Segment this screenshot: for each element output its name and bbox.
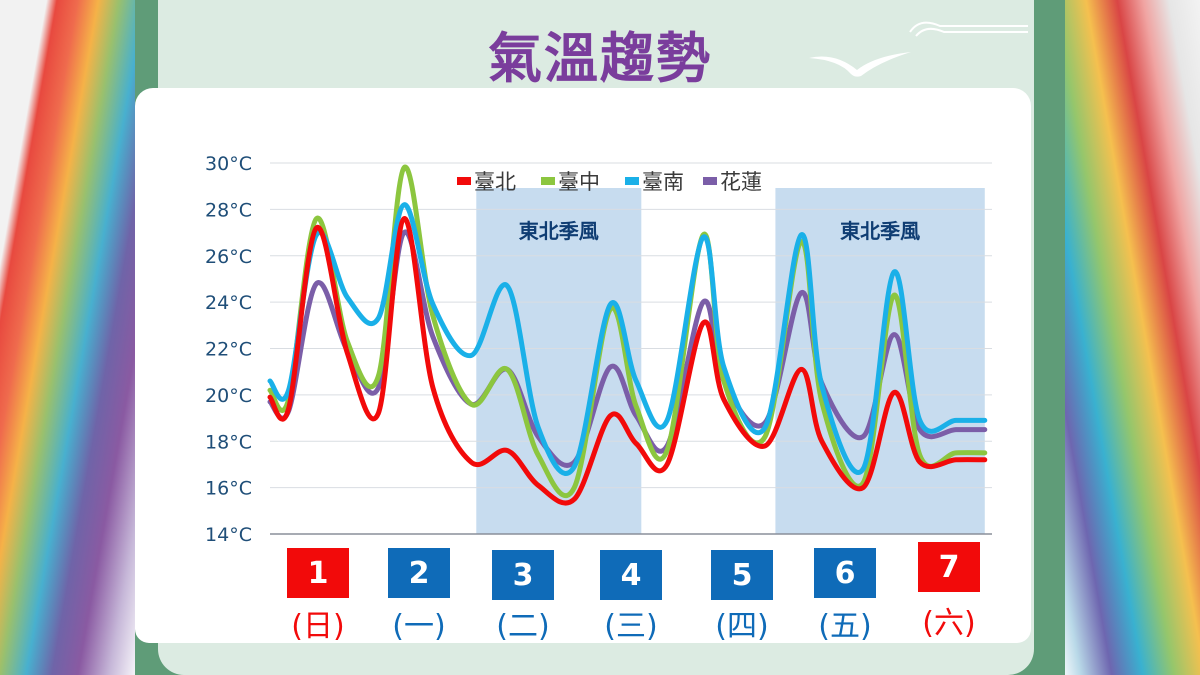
monsoon-band-1 (476, 188, 642, 534)
y-tick-label: 18°C (205, 431, 252, 453)
weekday-label-4: (三) (604, 609, 658, 644)
legend-swatch-臺中 (541, 177, 555, 185)
day-number-1: 1 (287, 548, 349, 598)
series-line-臺中 (267, 164, 988, 498)
weekday-label-7: (六) (922, 606, 976, 641)
weekday-label-2: (一) (392, 609, 446, 644)
legend-label-臺中: 臺中 (558, 170, 600, 194)
weekday-label-6: (五) (818, 609, 872, 644)
legend-swatch-臺南 (625, 177, 639, 185)
monsoon-label-1: 東北季風 (519, 219, 599, 243)
page-title: 氣溫趨勢 (488, 27, 712, 90)
day-number-4: 4 (600, 550, 662, 600)
series-line-花蓮 (267, 229, 988, 468)
day-number-7: 7 (918, 542, 980, 592)
right-rainbow-decoration (1060, 0, 1200, 675)
legend-label-花蓮: 花蓮 (720, 170, 762, 194)
monsoon-label-2: 東北季風 (840, 219, 920, 243)
y-tick-label: 14°C (205, 524, 252, 546)
y-tick-label: 24°C (205, 292, 252, 314)
y-tick-label: 20°C (205, 385, 252, 407)
day-number-3: 3 (492, 550, 554, 600)
weekday-label-1: (日) (291, 609, 345, 644)
legend-label-臺北: 臺北 (474, 170, 516, 194)
legend-label-臺南: 臺南 (642, 170, 684, 194)
seagull-icon (809, 52, 911, 77)
legend-swatch-花蓮 (703, 177, 717, 185)
day-number-2: 2 (388, 548, 450, 598)
series-line-臺北 (267, 216, 988, 506)
y-tick-label: 16°C (205, 478, 252, 500)
day-number-5: 5 (711, 550, 773, 600)
weekday-label-5: (四) (715, 609, 769, 644)
series-line-臺南 (267, 202, 988, 476)
legend-swatch-臺北 (457, 177, 471, 185)
y-tick-label: 30°C (205, 153, 252, 175)
y-tick-label: 26°C (205, 246, 252, 268)
day-number-6: 6 (814, 548, 876, 598)
cloud-swirl-icon (909, 21, 1028, 37)
weekday-label-3: (二) (496, 609, 550, 644)
y-tick-label: 22°C (205, 339, 252, 361)
left-rainbow-decoration (0, 0, 140, 675)
y-tick-label: 28°C (205, 199, 252, 221)
